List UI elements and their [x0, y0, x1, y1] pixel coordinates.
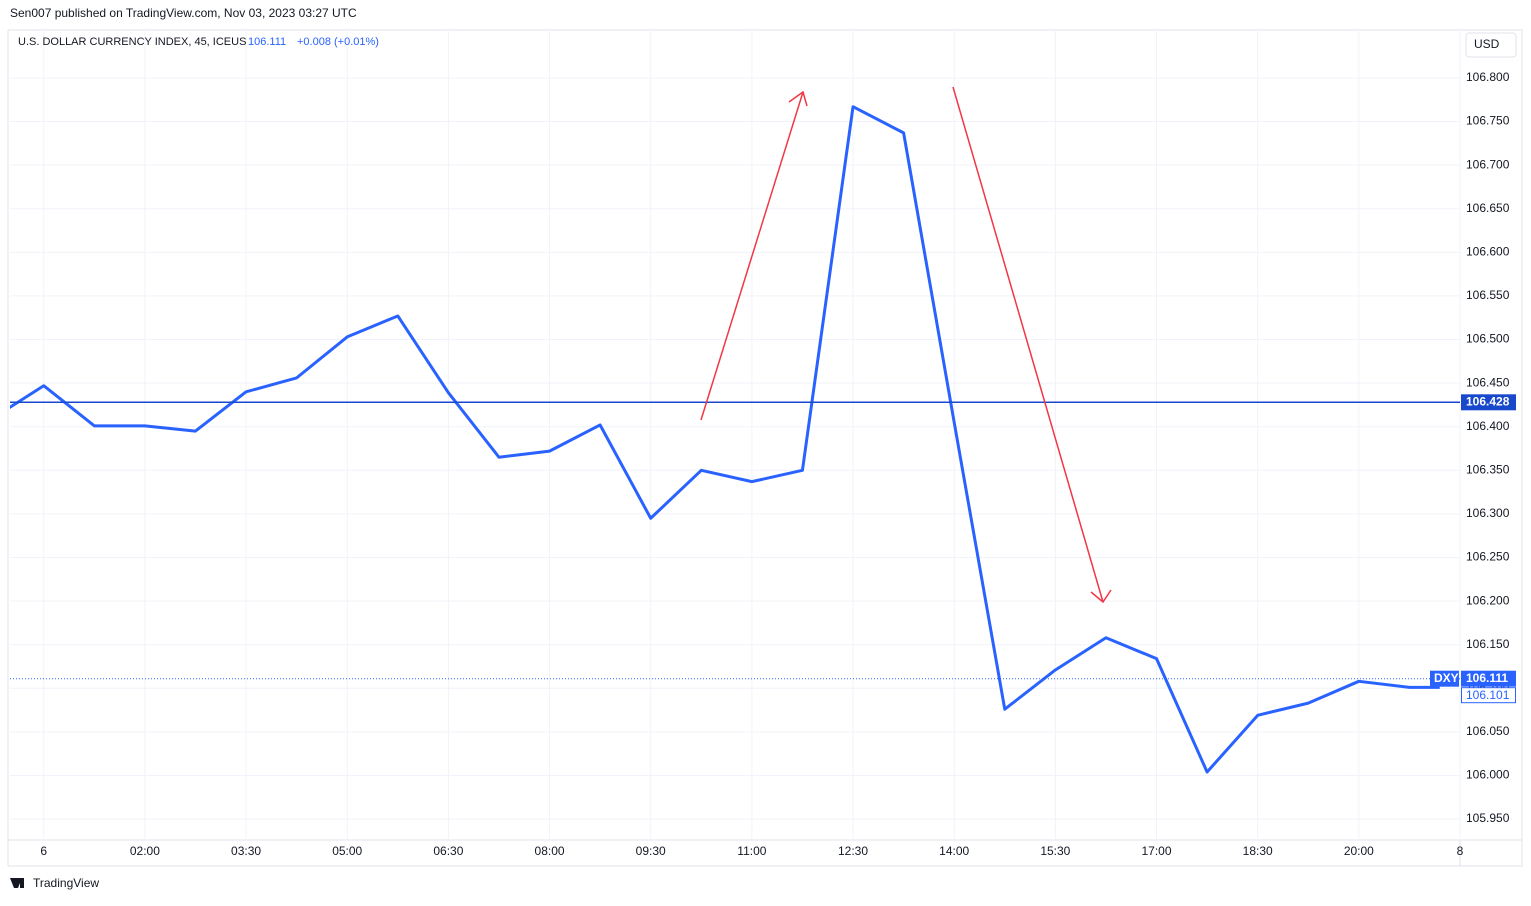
x-tick-label: 17:00 [1141, 844, 1171, 858]
grid [10, 30, 1461, 840]
x-tick-label: 09:30 [636, 844, 666, 858]
publish-info: Sen007 published on TradingView.com, Nov… [10, 6, 357, 20]
x-tick-label: 02:00 [130, 844, 160, 858]
x-tick-label: 6 [40, 844, 47, 858]
level-label-box [1461, 394, 1516, 411]
last-price-box [1461, 670, 1516, 687]
last-price: 106.111 [248, 36, 286, 48]
last-price-label: 106.111 [1466, 671, 1508, 685]
x-tick-label: 08:00 [535, 844, 565, 858]
chart-frame [7, 29, 1523, 867]
brand: TradingView [33, 876, 99, 890]
currency-button[interactable] [1465, 32, 1517, 58]
annotations [700, 86, 1112, 604]
price-change: +0.008 (+0.01%) [297, 36, 379, 48]
x-tick-label: 11:00 [737, 844, 766, 858]
x-tick-label: 18:30 [1243, 844, 1273, 858]
y-tick-label: 106.250 [1466, 550, 1510, 564]
y-tick-label: 106.650 [1466, 201, 1510, 215]
y-tick-label: 106.550 [1466, 288, 1510, 302]
y-tick-label: 106.050 [1466, 724, 1510, 738]
down-arrow [952, 86, 1104, 603]
currency: USD [1474, 37, 1500, 51]
y-tick-label: 106.200 [1466, 593, 1510, 607]
x-tick-label: 05:00 [332, 844, 362, 858]
y-tick-label: 106.800 [1466, 70, 1510, 84]
x-tick-label: 15:30 [1040, 844, 1070, 858]
series-name: DXY [1434, 671, 1459, 685]
labels: 105.950106.000106.050106.100106.150106.2… [40, 70, 1516, 858]
close-box [1461, 687, 1516, 704]
down-arrow-head [1090, 589, 1112, 604]
x-tick-label: 20:00 [1344, 844, 1374, 858]
x-tick-label: 06:30 [433, 844, 463, 858]
level-label: 106.428 [1466, 394, 1510, 408]
y-tick-label: 106.400 [1466, 419, 1510, 433]
y-tick-label: 106.600 [1466, 245, 1510, 259]
y-tick-label: 106.700 [1466, 157, 1510, 171]
y-tick-label: 106.500 [1466, 332, 1510, 346]
y-tick-label: 106.150 [1466, 637, 1510, 651]
y-tick-label: 105.950 [1466, 811, 1510, 825]
up-arrow-head [788, 90, 808, 107]
x-tick-label: 12:30 [838, 844, 868, 858]
logo [10, 878, 24, 888]
close-label: 106.101 [1466, 688, 1510, 702]
y-tick-label: 106.300 [1466, 506, 1510, 520]
x-tick-label: 8 [1457, 844, 1464, 858]
plot [10, 105, 1460, 774]
x-tick-label: 14:00 [939, 844, 969, 858]
series-name-box [1430, 670, 1459, 687]
chart-title: U.S. DOLLAR CURRENCY INDEX, 45, ICEUS [18, 36, 246, 48]
y-tick-label: 106.750 [1466, 114, 1510, 128]
y-tick-label: 106.000 [1466, 768, 1510, 782]
x-tick-label: 03:30 [231, 844, 261, 858]
up-arrow [700, 91, 804, 421]
price-line [10, 105, 1440, 774]
y-tick-label: 106.450 [1466, 375, 1510, 389]
y-tick-label: 106.350 [1466, 462, 1510, 476]
